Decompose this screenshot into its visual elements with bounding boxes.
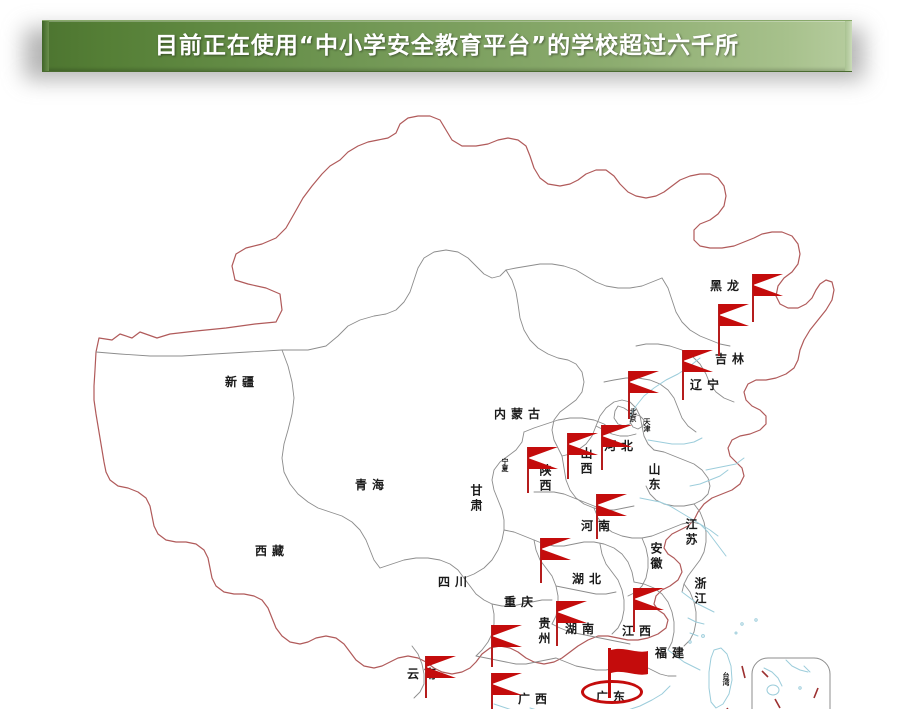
flag-pole [608, 648, 611, 698]
south-china-sea-inset [751, 657, 831, 709]
flag-pole [628, 371, 630, 419]
flag-banner [557, 601, 587, 623]
flag-banner [629, 371, 659, 393]
flag-pole [556, 601, 558, 646]
flag-guangdong-svg [608, 648, 648, 698]
province-borders [95, 249, 735, 699]
guangdong-highlight-ring [581, 680, 643, 704]
inset-islands [763, 659, 811, 696]
flag-pole [527, 447, 529, 493]
flag-pole [718, 304, 720, 356]
flag-pole [540, 538, 542, 583]
china-map: 新疆 西藏 青海 甘肃 内蒙古 宁夏 陕西 山西 河北 北京 天津 山东 河南 … [0, 88, 898, 709]
title-banner: 目前正在使用“中小学安全教育平台”的学校超过六千所 [24, 20, 864, 80]
flag-banner [426, 656, 456, 678]
flag-banner [597, 494, 627, 516]
flag-banner [719, 304, 749, 326]
flag-pole [596, 494, 598, 539]
flag-pole [567, 433, 569, 479]
inset-dashed-boundary [726, 665, 819, 709]
flag-banner [568, 433, 598, 455]
flag-pole [752, 274, 754, 322]
flag-pole [601, 425, 603, 470]
flag-banner [492, 625, 522, 647]
flag-banner [753, 274, 783, 296]
flag-banner [541, 538, 571, 560]
page-title: 目前正在使用“中小学安全教育平台”的学校超过六千所 [154, 33, 740, 59]
flag-banner [634, 588, 664, 610]
flag-pole [682, 350, 684, 400]
flag-banner [528, 447, 558, 469]
national-border [93, 115, 835, 675]
flag-pole [633, 588, 635, 632]
rivers-and-coast [493, 357, 758, 709]
flag-banner [683, 350, 713, 372]
china-map-svg [93, 115, 835, 709]
flag-banner [492, 673, 522, 695]
flag-banner [602, 425, 632, 447]
flag-guangdong[interactable] [608, 648, 660, 703]
banner-bar: 目前正在使用“中小学安全教育平台”的学校超过六千所 [42, 20, 852, 72]
flag-banner [611, 648, 648, 675]
